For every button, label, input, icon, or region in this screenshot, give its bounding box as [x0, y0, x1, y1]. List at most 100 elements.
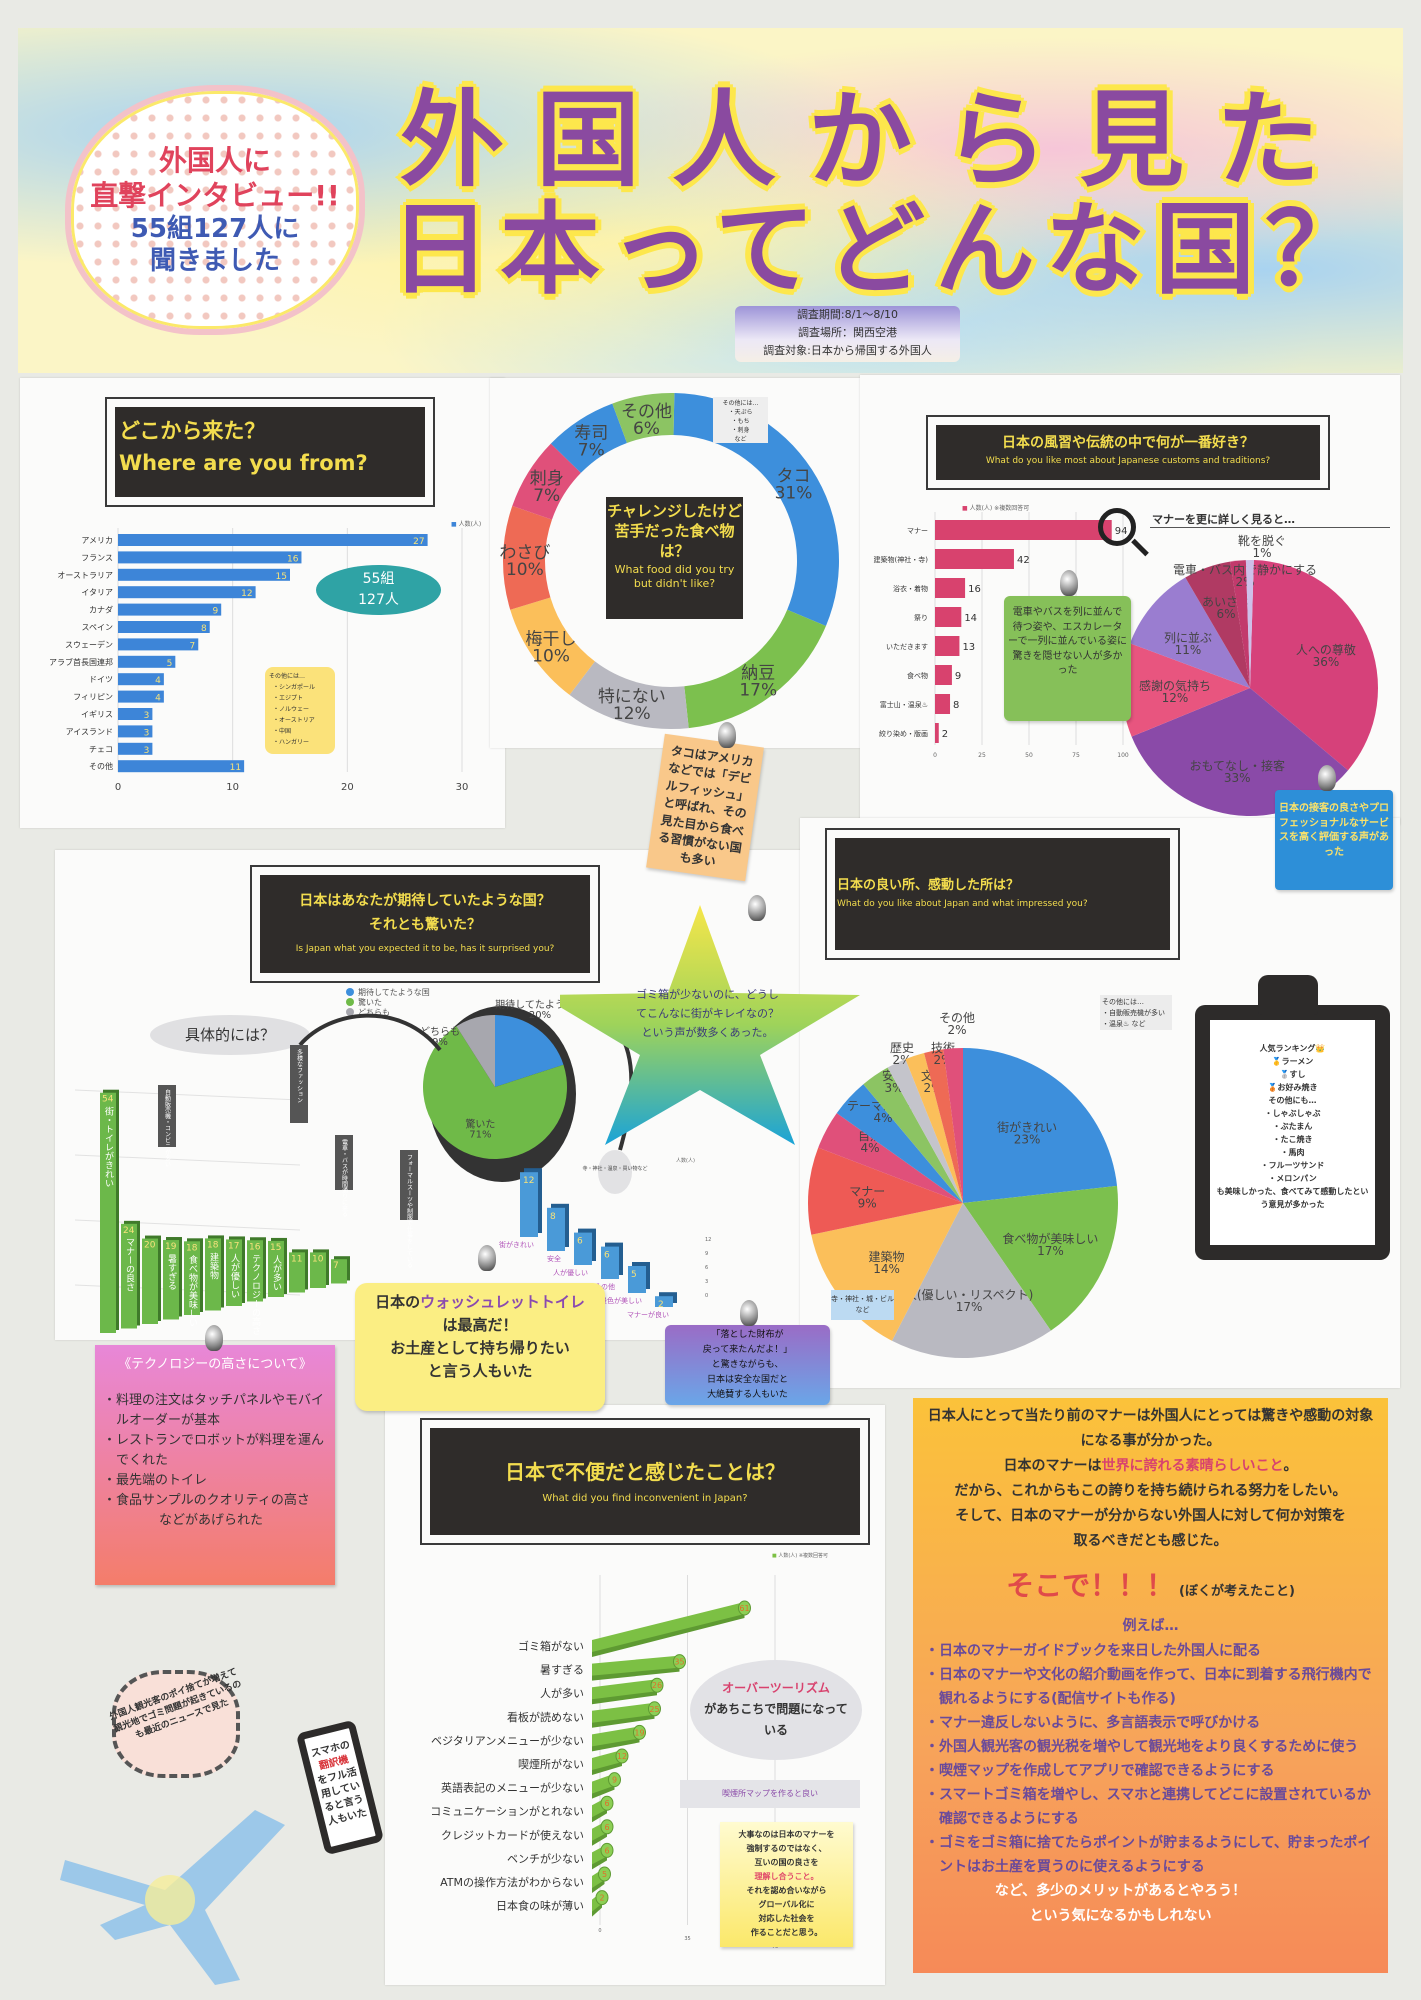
tech-item: ・料理の注文はタッチパネルやモバイルオーダーが基本 [103, 1393, 325, 1428]
category-label: ドイツ [89, 675, 113, 684]
inconvenient-title-ja: 日本で不便だと感じたことは？ [505, 1460, 785, 1484]
note-highlight: ウォッシュレットトイレ [420, 1293, 585, 1311]
category-label: ゴミ箱がない [518, 1639, 584, 1653]
bar-cap [648, 1701, 661, 1717]
bar [142, 1238, 158, 1324]
conclusion-end: という気になるかもしれない [1029, 1908, 1212, 1924]
category-label: クレジットカードが使えない [441, 1828, 584, 1842]
bar-value: 13 [962, 642, 975, 653]
x-tick-label: 100 [1117, 752, 1129, 759]
note-text: 大絶賛する人もいた [707, 1390, 788, 1400]
conclusion-text: だから、これからもこの誇りを持ち続けられる努力をしたい。 [954, 1483, 1347, 1499]
bar-label: 食べ物が美味しい [187, 1254, 198, 1327]
category-label: ベンチが少ない [507, 1851, 584, 1865]
bar [289, 1252, 305, 1293]
bar-label: 暑すぎる [166, 1254, 177, 1290]
category-label: 祭り [914, 613, 928, 622]
conclusion-text: 。 [1283, 1458, 1298, 1474]
impressed-title-en: What do you like about Japan and what im… [837, 899, 1088, 909]
arrow-left [298, 1013, 442, 1052]
pie-slice [550, 403, 627, 473]
note-text: それを認め合いながら [746, 1886, 827, 1895]
food-others-note: その他には… ・天ぷら ・もち ・刺身 など [713, 397, 768, 443]
bar [118, 534, 428, 546]
slice-value: 17% [956, 1300, 983, 1314]
bar-value: 27 [413, 537, 424, 547]
note-text: お土産として持ち帰りたい [390, 1339, 570, 1357]
group-count-badge: 55組 127人 [316, 565, 441, 615]
inconvenient-title-en: What did you find inconvenient in Japan? [542, 1493, 748, 1504]
clipboard-line: 人気ランキング👑 [1259, 1044, 1326, 1053]
category-label: 安全 [547, 1254, 561, 1263]
bar-label: 建築物 [208, 1251, 219, 1280]
y-tick-label: 9 [705, 1251, 708, 1257]
bar [935, 549, 1014, 569]
slice-label: 感謝の気持ち [1139, 678, 1211, 693]
slice-label: その他 [621, 402, 672, 422]
bar-value: 9 [212, 607, 218, 617]
bar-cap [615, 1748, 629, 1764]
tech-item: ・食品サンプルのクオリティの高さ [103, 1493, 310, 1508]
bar [118, 708, 153, 720]
bar [121, 1223, 137, 1329]
impressed-title-ja: 日本の良い所、感動した所は？ [837, 878, 1020, 893]
bar [592, 1750, 622, 1770]
category-label: 日本食の味が薄い [496, 1899, 584, 1913]
bar [118, 655, 176, 668]
bar-value: 5 [602, 1870, 607, 1879]
bar [601, 1246, 619, 1279]
star-note-text: ゴミ箱が少ないのに、どうしてこんなに街がキレイなの？という声が数多くあった。 [636, 988, 779, 1039]
bar [118, 603, 222, 616]
bar [184, 1241, 200, 1315]
bar [592, 1655, 680, 1676]
pie-slice [684, 609, 826, 729]
slice-value: 23% [1014, 1132, 1041, 1146]
category-label: ATMの操作方法がわからない [440, 1875, 584, 1889]
clipboard-line: ・ぶたまん [1272, 1122, 1313, 1131]
category-label: チェコ [89, 745, 113, 754]
others-item: その他には… [1102, 998, 1144, 1006]
bar-label: テクノロジーの高さ [250, 1254, 261, 1335]
others-item: ・温泉♨ など [1102, 1020, 1146, 1028]
clipboard-line: ・馬肉 [1280, 1148, 1305, 1157]
pie-slice [836, 1084, 963, 1203]
category-label: フランス [81, 553, 113, 562]
slice-label: 寿司 [574, 423, 608, 443]
bar-value: 5 [631, 1270, 637, 1280]
pie-slice [905, 1052, 963, 1203]
bar-value: 5 [167, 659, 173, 669]
callout-text: 寺・神社・温泉・買い物など [582, 1165, 647, 1172]
expected-title-ja2: それとも驚いた？ [369, 917, 481, 933]
legend-label: どちらも [358, 1008, 390, 1017]
legend-label: 人数(人) ※複数回答可 [969, 505, 1030, 512]
bar-value: 12 [523, 1176, 534, 1186]
others-item: ・もち [731, 418, 750, 425]
category-label: 浴衣・着物 [893, 584, 928, 593]
survey-place: 調査場所：関西空港 [798, 326, 897, 339]
bar [520, 1172, 538, 1237]
legend-label: 驚いた [358, 997, 382, 1007]
bar [205, 1238, 221, 1311]
pie-slice [1131, 688, 1349, 817]
bar [118, 673, 164, 686]
slice-value: 20% [529, 1010, 551, 1021]
conclusion-text: 日本のマナーは [1003, 1458, 1102, 1474]
callout-box [335, 1135, 353, 1190]
slice-label: 靴を脱ぐ [1238, 533, 1286, 548]
slice-label: マナー [849, 1184, 885, 1198]
conclusion-soko: そこで！！！ [1006, 1569, 1175, 1602]
customs-legend: ■ 人数(人) ※複数回答可 [962, 505, 1030, 512]
bar-value: 2 [658, 1300, 664, 1310]
expected-heading: 日本はあなたが期待していたような国？ それとも驚いた？ Is Japan wha… [250, 865, 600, 983]
note-footer: などがあげられた [159, 1513, 264, 1528]
bar [935, 694, 951, 714]
bar-value: 6 [577, 1237, 583, 1247]
note-text: 作ることだと思う。 [750, 1928, 823, 1937]
airplane-icon [60, 1810, 285, 1985]
bar-label: 人が優しい [229, 1253, 240, 1298]
slice-value: 33% [1224, 771, 1251, 785]
bar [592, 1726, 640, 1747]
